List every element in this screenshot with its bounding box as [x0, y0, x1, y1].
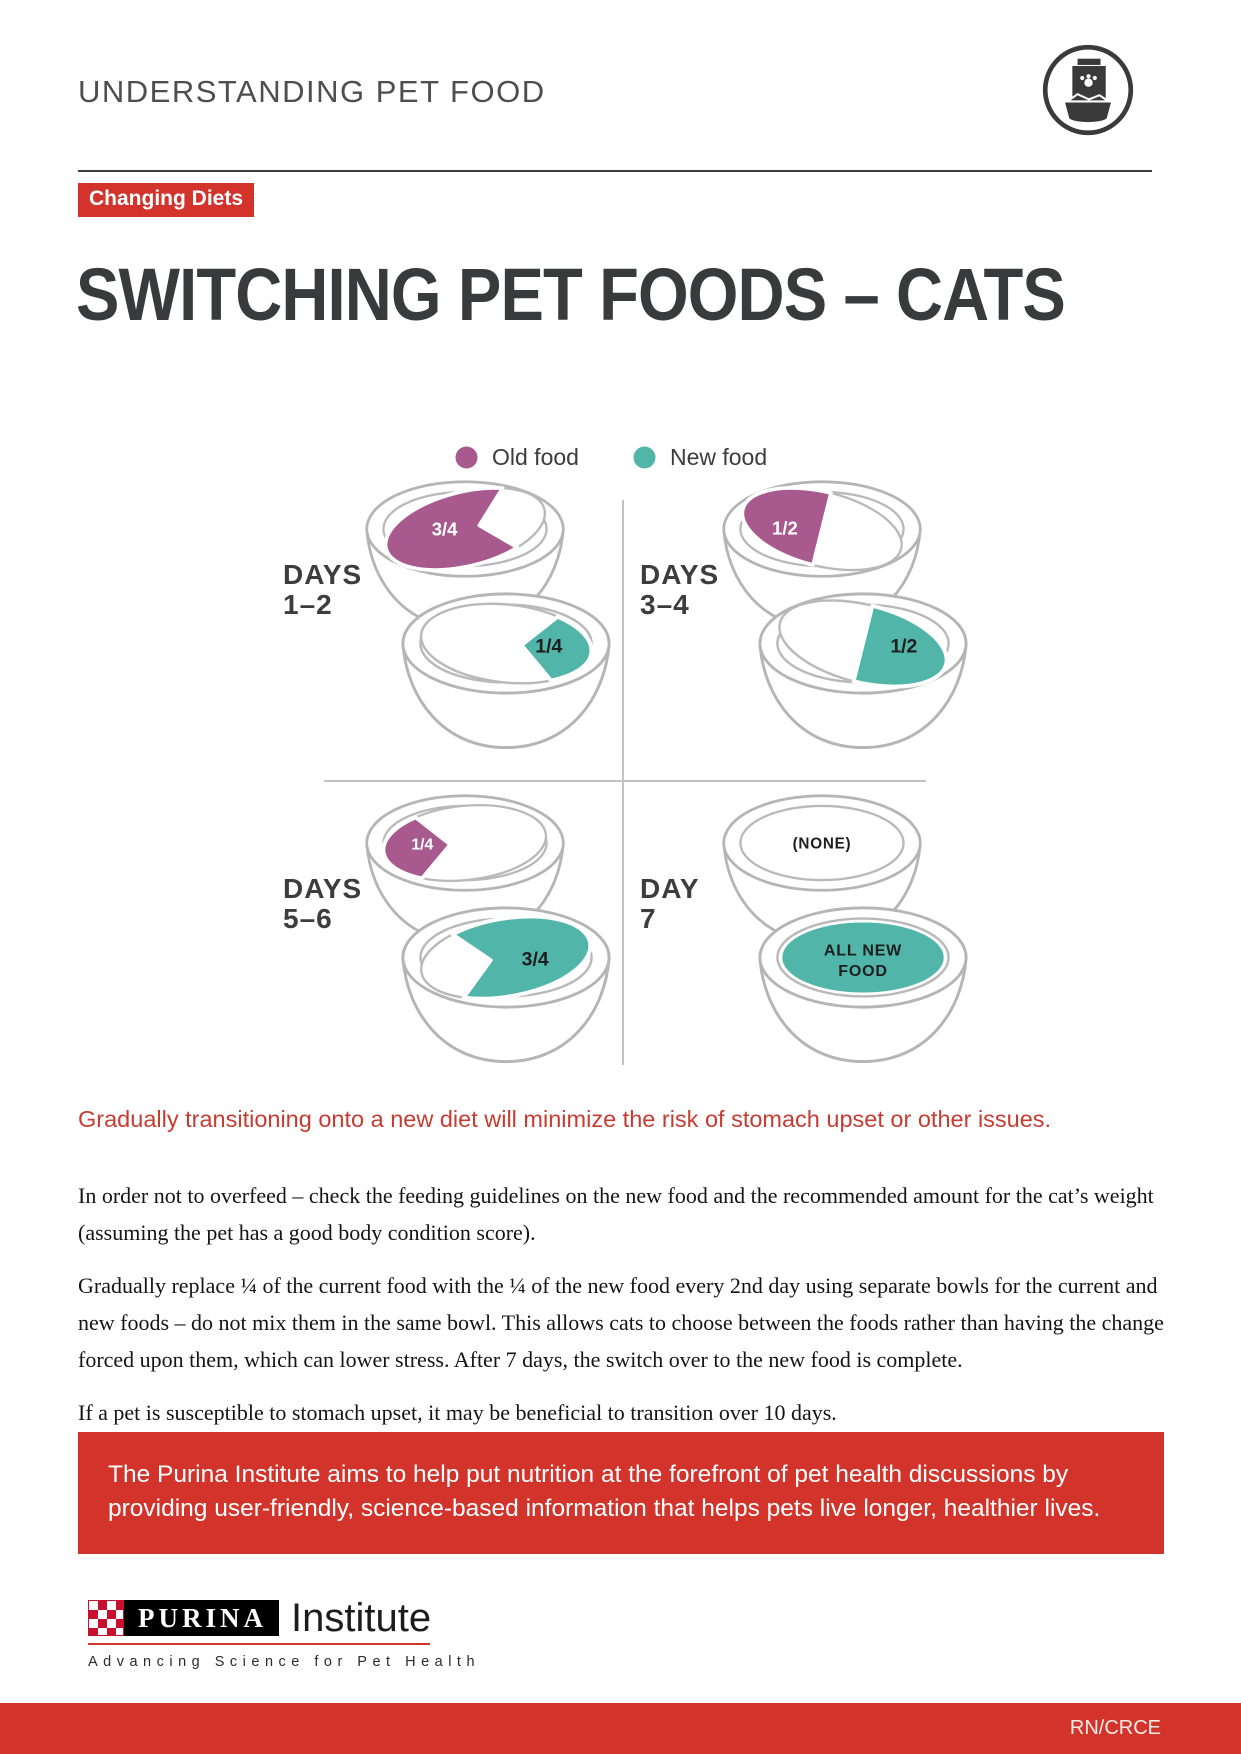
old-food-dot-icon: [455, 446, 478, 469]
paragraph-1: In order not to overfeed – check the fee…: [78, 1183, 1154, 1245]
old-food-bowl: 1/2: [722, 480, 922, 630]
svg-text:1/4: 1/4: [535, 635, 562, 657]
page-header-title: UNDERSTANDING PET FOOD: [78, 74, 546, 109]
day-label: DAYS 3–4: [640, 559, 720, 621]
new-food-bowl-full: ALL NEW FOOD: [758, 906, 968, 1064]
legend-new-food-label: New food: [669, 444, 768, 470]
purina-institute-banner: The Purina Institute aims to help put nu…: [78, 1432, 1164, 1554]
highlight-sentence: Gradually transitioning onto a new diet …: [78, 1106, 1052, 1132]
new-food-dot-icon: [633, 446, 656, 469]
header-divider: [78, 170, 1152, 172]
svg-text:1/2: 1/2: [772, 518, 798, 539]
footer-bar: RN/CRCE: [0, 1703, 1241, 1754]
day-label: DAYS 5–6: [283, 873, 363, 935]
svg-text:ALL NEW: ALL NEW: [824, 942, 902, 960]
svg-text:1/4: 1/4: [411, 836, 433, 853]
svg-text:3/4: 3/4: [432, 518, 458, 539]
institute-wordmark: Institute: [291, 1596, 432, 1640]
page-title: SWITCHING PET FOODS – CATS: [76, 253, 1066, 336]
quadrant-day-7: DAY 7 (NONE) ALL NEW FOOD: [640, 786, 970, 1086]
purina-institute-logo: PURINA Institute Advancing Science for P…: [88, 1596, 481, 1670]
pet-food-bag-bowl-icon: [1042, 44, 1134, 136]
quadrant-days-1-2: DAYS 1–2 3/4 1/4: [283, 472, 613, 772]
paragraph-2: Gradually replace ¼ of the current food …: [78, 1272, 1164, 1372]
purina-checkerboard-icon: [88, 1600, 124, 1636]
old-food-bowl: 3/4: [365, 480, 565, 630]
paragraph-3: If a pet is susceptible to stomach upset…: [78, 1399, 837, 1425]
body-text: In order not to overfeed – check the fee…: [78, 1178, 1178, 1448]
legend-old-food-label: Old food: [492, 444, 579, 470]
logo-divider: [88, 1643, 430, 1645]
quadrant-days-3-4: DAYS 3–4 1/2 1/2: [640, 472, 970, 772]
day-label: DAY 7: [640, 873, 700, 935]
purina-wordmark: PURINA: [124, 1600, 279, 1636]
new-food-bowl: 3/4: [401, 906, 611, 1064]
logo-tagline: Advancing Science for Pet Health: [88, 1654, 481, 1670]
new-food-bowl: 1/4: [401, 592, 611, 750]
diagram-horizontal-divider: [324, 780, 926, 782]
svg-text:1/2: 1/2: [890, 635, 917, 657]
footer-code: RN/CRCE: [1069, 1717, 1161, 1739]
svg-text:FOOD: FOOD: [838, 962, 887, 980]
new-food-bowl: 1/2: [758, 592, 968, 750]
section-badge: Changing Diets: [78, 183, 255, 217]
svg-text:(NONE): (NONE): [793, 836, 852, 853]
old-food-bowl: 1/4: [365, 794, 565, 944]
quadrant-days-5-6: DAYS 5–6 1/4 3/4: [283, 786, 613, 1086]
diagram-vertical-divider: [622, 500, 624, 1065]
day-label: DAYS 1–2: [283, 559, 363, 621]
legend: Old food New food: [455, 444, 767, 471]
svg-text:3/4: 3/4: [522, 948, 549, 970]
